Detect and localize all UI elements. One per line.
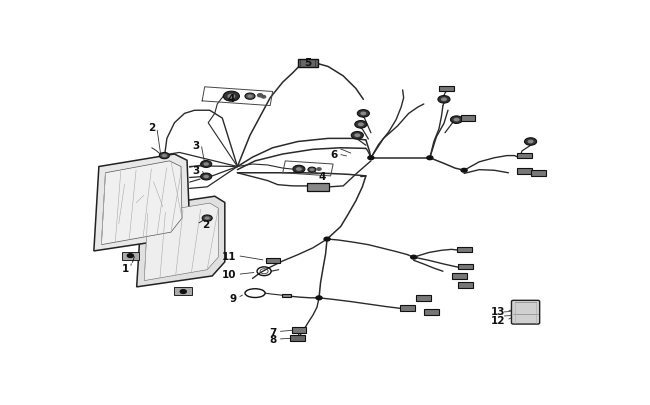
Circle shape [358,123,364,127]
Text: 4: 4 [227,94,235,104]
Circle shape [310,169,314,171]
Circle shape [162,155,167,158]
Circle shape [227,94,235,100]
Circle shape [450,117,463,124]
Circle shape [316,296,322,300]
Circle shape [317,168,321,171]
Polygon shape [144,204,218,281]
Bar [456,247,472,253]
Circle shape [324,238,330,241]
Circle shape [454,118,460,122]
Polygon shape [122,252,139,260]
FancyBboxPatch shape [512,301,540,324]
Circle shape [438,96,450,104]
Circle shape [202,215,212,222]
Bar [458,283,473,288]
Bar [531,171,546,176]
Circle shape [427,156,433,160]
Polygon shape [101,162,182,245]
Text: 9: 9 [229,293,237,303]
Text: 7: 7 [269,327,277,337]
Bar [416,295,432,301]
Circle shape [224,92,239,102]
Circle shape [201,174,212,181]
Circle shape [203,163,209,166]
Circle shape [261,96,266,99]
Circle shape [159,153,170,159]
Circle shape [296,168,302,171]
Bar [298,60,317,68]
Circle shape [360,112,367,116]
Text: 6: 6 [330,149,337,160]
Circle shape [525,139,537,146]
Text: 12: 12 [491,315,506,326]
Circle shape [358,110,369,118]
Text: 2: 2 [202,220,210,230]
Circle shape [308,168,316,173]
Text: 1: 1 [122,264,129,273]
Polygon shape [94,155,190,251]
Bar [291,336,306,341]
Text: 5: 5 [304,58,311,68]
Circle shape [528,140,534,144]
Circle shape [368,156,374,160]
Circle shape [355,121,367,129]
Bar [400,305,415,311]
Circle shape [201,161,212,168]
Circle shape [245,94,255,100]
Bar [266,258,280,263]
Circle shape [292,166,305,173]
Bar [282,294,291,298]
Text: 3: 3 [192,165,200,175]
Text: 2: 2 [149,123,156,133]
Circle shape [441,98,447,102]
Bar [452,273,467,279]
Bar [517,153,532,159]
Polygon shape [136,197,225,287]
Text: 13: 13 [491,306,506,316]
Circle shape [257,94,263,98]
Circle shape [205,217,210,220]
Circle shape [248,95,253,98]
Bar [458,264,473,270]
Text: 8: 8 [270,334,277,344]
Circle shape [461,169,467,173]
Bar [439,86,454,92]
Circle shape [180,290,187,294]
Text: 4: 4 [318,171,326,181]
Bar [307,183,329,192]
Circle shape [127,254,133,258]
Polygon shape [174,288,192,296]
Text: 11: 11 [222,251,237,261]
Bar [292,327,306,333]
Bar [517,169,532,175]
Text: 10: 10 [222,270,237,280]
Circle shape [351,132,363,140]
Text: 3: 3 [192,140,200,150]
Circle shape [203,175,209,179]
Circle shape [354,134,360,138]
Circle shape [411,256,417,260]
Bar [461,116,475,121]
Bar [424,309,439,315]
